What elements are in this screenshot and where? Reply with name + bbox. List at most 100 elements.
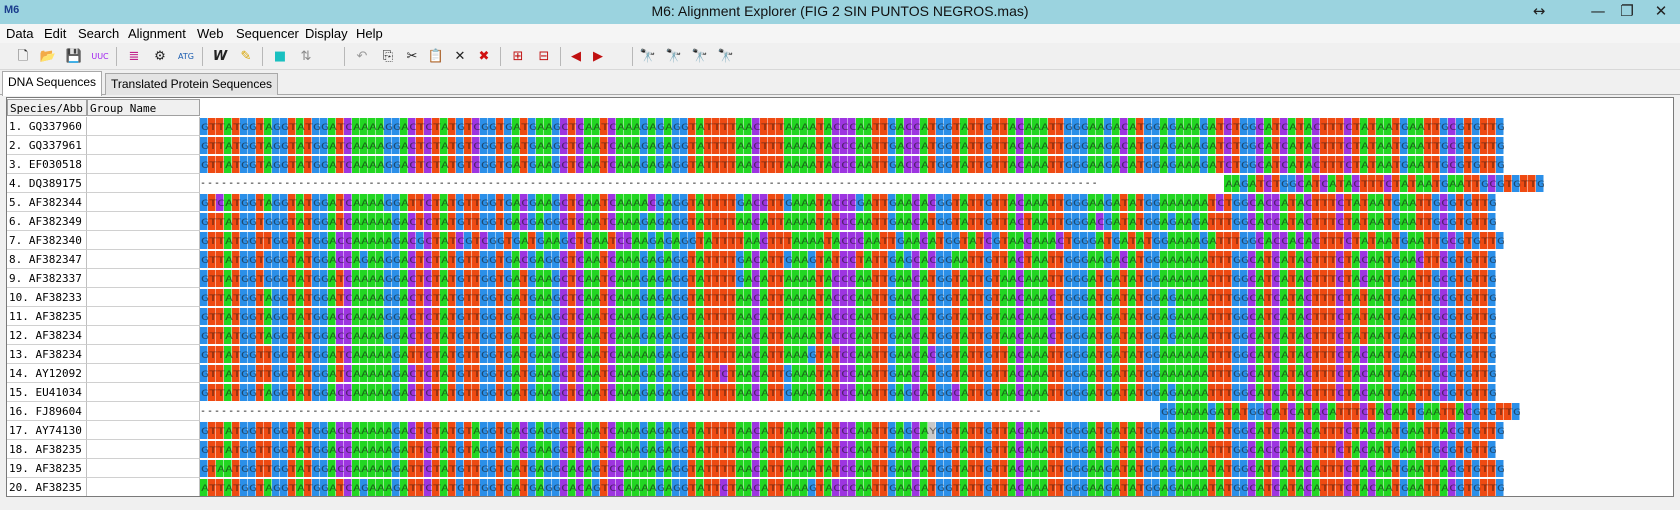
insert-blank-icon[interactable]: ⊞ xyxy=(512,49,524,64)
menu-sequencer[interactable]: Sequencer xyxy=(236,26,299,41)
group-name-cell[interactable] xyxy=(87,478,200,496)
save-icon[interactable]: 💾 xyxy=(65,49,83,64)
group-name-cell[interactable] xyxy=(87,383,200,402)
sequence-bases[interactable]: GTTATGGTAGGTATGGACCAAAAGGACTCTATGTTGGTGA… xyxy=(200,327,1496,344)
sequence-label[interactable]: 10. AF38233 xyxy=(7,288,87,307)
align-codons-icon[interactable]: ATG xyxy=(178,52,194,61)
sequence-label[interactable]: 11. AF38235 xyxy=(7,307,87,326)
menu-data[interactable]: Data xyxy=(6,26,34,41)
group-name-cell[interactable] xyxy=(87,155,200,174)
column-header-species[interactable]: Species/Abb xyxy=(7,99,87,116)
sequence-bases[interactable]: GTTATGGTGGGTATGGACCAGAAGGACTCTATGTTGGTGA… xyxy=(200,251,1496,268)
sequence-bases[interactable]: GTTATGGTTGGTATGGACCAAAAAGACGCTATCGTCGGTG… xyxy=(200,232,1504,249)
sequence-bases[interactable]: GTCATGGTAGGTATGGATCAAAAGGATTCTATGTTGGTGA… xyxy=(200,194,1496,211)
sequence-bases[interactable]: GTTATGGTAGGTATGGATCAAAAGGACTCTATGTCGGTGA… xyxy=(200,137,1504,154)
align-muscle-icon[interactable]: ⚙ xyxy=(154,49,166,64)
new-file-icon[interactable]: 🗋 xyxy=(17,49,29,64)
menu-edit[interactable]: Edit xyxy=(44,26,67,41)
sequence-bases[interactable]: GTTATGGTAGGTATGGATCAAAAGGACTCTATGTTGGTGA… xyxy=(200,289,1496,306)
sequence-bases[interactable]: GTTATGGTTGGTATGGATCAAAAAGATTCTATGTTGGTGA… xyxy=(200,346,1496,363)
cut-icon[interactable]: ✂ xyxy=(406,49,418,64)
alignment-grid[interactable]: Species/Abb Group Name xyxy=(6,97,1674,497)
find-motif-icon[interactable]: 🔭 xyxy=(639,49,657,64)
previous-site-icon[interactable]: ◀ xyxy=(571,49,581,64)
resize-icon[interactable]: ↔ xyxy=(1532,2,1546,20)
menu-alignment[interactable]: Alignment xyxy=(128,26,186,41)
translate-icon[interactable]: UUC xyxy=(91,52,109,61)
sequence-label[interactable]: 15. EU41034 xyxy=(7,383,87,402)
sequence-label[interactable]: 19. AF38235 xyxy=(7,459,87,478)
group-name-cell[interactable] xyxy=(87,288,200,307)
menu-search[interactable]: Search xyxy=(78,26,120,41)
sequence-label[interactable]: 9. AF382337 xyxy=(7,269,87,288)
blast-icon[interactable]: ✎ xyxy=(240,49,252,64)
group-name-cell[interactable] xyxy=(87,364,200,383)
sequence-label[interactable]: 2. GQ337961 xyxy=(7,136,87,155)
group-name-cell[interactable] xyxy=(87,117,200,136)
group-name-cell[interactable] xyxy=(87,421,200,440)
group-name-cell[interactable] xyxy=(87,402,200,421)
sequence-label[interactable]: 4. DQ389175 xyxy=(7,174,87,193)
sequence-label[interactable]: 18. AF38235 xyxy=(7,440,87,459)
close-button[interactable]: ✕ xyxy=(1654,2,1668,20)
sequence-label[interactable]: 1. GQ337960 xyxy=(7,117,87,136)
group-name-cell[interactable] xyxy=(87,136,200,155)
web-query-icon[interactable]: W xyxy=(212,49,228,64)
sequence-bases[interactable]: GTTATGGTAGGTATGGATCAAAAGGACTCTATGTCGGTGA… xyxy=(200,156,1504,173)
insert-gap-icon[interactable]: ⊟ xyxy=(538,49,550,64)
sequence-bases[interactable]: GTTATGGTTGGTATGGACCAAAAAGATTCTATGTAGGTGA… xyxy=(200,441,1496,458)
sequence-bases[interactable]: ATTATGGTAGGTATGGATCAGAAAGATTCTATGTTGGTGA… xyxy=(200,479,1504,496)
maximize-button[interactable]: ❐ xyxy=(1620,2,1634,20)
group-name-cell[interactable] xyxy=(87,231,200,250)
sequence-label[interactable]: 7. AF382340 xyxy=(7,231,87,250)
menu-help[interactable]: Help xyxy=(356,26,383,41)
sequence-label[interactable]: 12. AF38234 xyxy=(7,326,87,345)
group-name-cell[interactable] xyxy=(87,174,200,193)
sequence-label[interactable]: 14. AY12092 xyxy=(7,364,87,383)
sequence-label[interactable]: 17. AY74130 xyxy=(7,421,87,440)
group-name-cell[interactable] xyxy=(87,269,200,288)
sequence-label[interactable]: 3. EF030518 xyxy=(7,155,87,174)
copy-icon[interactable]: ⎘ xyxy=(382,49,394,64)
sequence-bases[interactable]: GTTATGGTAGGTATGGACCAAAAGGACTCTATGTTGGTGA… xyxy=(200,308,1496,325)
delete-gap-columns-icon[interactable]: ✖ xyxy=(478,49,490,64)
delete-icon[interactable]: ✕ xyxy=(454,49,466,64)
group-name-cell[interactable] xyxy=(87,345,200,364)
minimize-button[interactable]: — xyxy=(1590,2,1606,20)
group-name-cell[interactable] xyxy=(87,307,200,326)
find-previous-icon[interactable]: 🔭 xyxy=(665,49,683,64)
sequence-label[interactable]: 6. AF382349 xyxy=(7,212,87,231)
menu-web[interactable]: Web xyxy=(197,26,224,41)
group-name-cell[interactable] xyxy=(87,459,200,478)
sequence-bases[interactable]: GTTATGGTAGGTATGGATCAAAAGGACTCTATGTCGGTGA… xyxy=(200,118,1504,135)
open-folder-icon[interactable]: 📂 xyxy=(39,49,57,64)
sequence-bases[interactable]: GGAAAAGATATGGCATCATACATTTCTACAATGAATTACG… xyxy=(1160,403,1520,420)
sequence-label[interactable]: 13. AF38234 xyxy=(7,345,87,364)
menu-display[interactable]: Display xyxy=(305,26,348,41)
sequence-bases[interactable]: GTTATGGTTGGTATGGACCAAAAAGACTCTATGTAGGTGA… xyxy=(200,422,1504,439)
sequence-bases[interactable]: GTAATGGTTGGTATGGACCAAAAAGATTCTATGTTGGTGA… xyxy=(200,460,1504,477)
sequence-label[interactable]: 5. AF382344 xyxy=(7,193,87,212)
move-site-icon[interactable]: ⇅ xyxy=(300,49,312,64)
undo-icon[interactable]: ↶ xyxy=(356,49,368,64)
sequence-label[interactable]: 20. AF38235 xyxy=(7,478,87,496)
align-clustal-icon[interactable]: ≣ xyxy=(128,49,140,64)
find-next-icon[interactable]: 🔭 xyxy=(691,49,709,64)
paste-icon[interactable]: 📋 xyxy=(427,49,445,64)
sequence-bases[interactable]: GTTATGGTTGGTATGGATCAAAAAGACTCTATGTTGGTGA… xyxy=(200,365,1496,382)
group-name-cell[interactable] xyxy=(87,250,200,269)
group-name-cell[interactable] xyxy=(87,193,200,212)
sequence-bases[interactable]: GTTATGGTGGGTATGGATCAAAAAGACTCTATGTTGGTGA… xyxy=(200,213,1496,230)
group-name-cell[interactable] xyxy=(87,212,200,231)
column-header-group[interactable]: Group Name xyxy=(87,99,200,116)
sequence-label[interactable]: 16. FJ89604 xyxy=(7,402,87,421)
sequence-bases[interactable]: AAGATCTGGCATCATACTTTCTATAATGAATTGCGTGTTG xyxy=(1224,175,1544,192)
tab-dna-sequences[interactable]: DNA Sequences xyxy=(2,71,103,96)
group-name-cell[interactable] xyxy=(87,440,200,459)
tab-translated-protein-sequences[interactable]: Translated Protein Sequences xyxy=(105,73,278,95)
highlight-motif-icon[interactable]: 🔭 xyxy=(717,49,735,64)
sequence-bases[interactable]: GTTATGGTGGGTATGGATCAAAAGGACTCTATGTTGGTGA… xyxy=(200,270,1496,287)
next-site-icon[interactable]: ▶ xyxy=(593,49,603,64)
mark-site-icon[interactable]: ■ xyxy=(273,49,287,64)
group-name-cell[interactable] xyxy=(87,326,200,345)
